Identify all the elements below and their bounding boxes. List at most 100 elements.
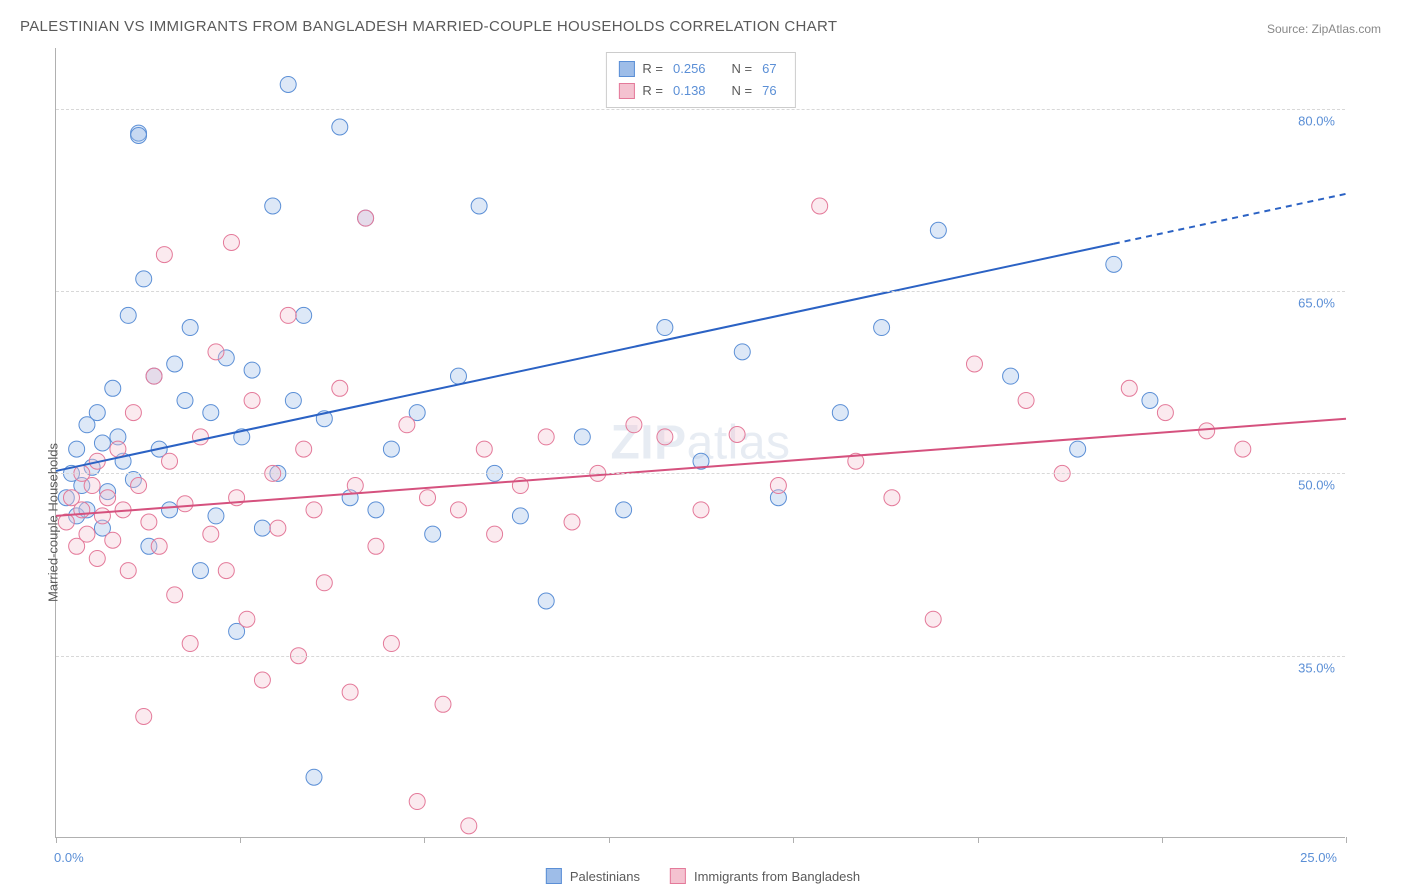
gridline [56,291,1345,292]
data-point [1106,256,1122,272]
data-point [383,636,399,652]
chart-title: PALESTINIAN VS IMMIGRANTS FROM BANGLADES… [20,18,837,35]
data-point [306,769,322,785]
data-point [657,320,673,336]
trend-line [56,419,1346,516]
data-point [244,362,260,378]
x-tick [240,837,241,843]
data-point [450,368,466,384]
data-point [69,441,85,457]
data-point [177,392,193,408]
data-point [125,405,141,421]
x-tick-label-max: 25.0% [1300,850,1337,865]
data-point [332,380,348,396]
correlation-legend: R = 0.256 N = 67 R = 0.138 N = 76 [605,52,795,108]
gridline [56,656,1345,657]
data-point [316,575,332,591]
data-point [208,508,224,524]
data-point [471,198,487,214]
data-point [110,441,126,457]
n-label-2: N = [732,80,753,102]
legend-row-series1: R = 0.256 N = 67 [618,58,776,80]
data-point [538,593,554,609]
source-label: Source: [1267,22,1312,36]
data-point [832,405,848,421]
y-tick-label: 50.0% [1298,478,1335,493]
data-point [167,356,183,372]
data-point [182,636,198,652]
data-point [342,684,358,700]
data-point [136,271,152,287]
bottom-label-1: Palestinians [570,869,640,884]
data-point [966,356,982,372]
gridline [56,473,1345,474]
x-tick [1346,837,1347,843]
data-point [156,247,172,263]
data-point [239,611,255,627]
y-tick-label: 80.0% [1298,113,1335,128]
data-point [162,453,178,469]
data-point [347,478,363,494]
bottom-legend-item-1: Palestinians [546,868,640,884]
source-attribution: Source: ZipAtlas.com [1267,22,1381,36]
r-label-2: R = [642,80,663,102]
n-label-1: N = [732,58,753,80]
data-point [1235,441,1251,457]
data-point [884,490,900,506]
bottom-legend: Palestinians Immigrants from Bangladesh [546,868,860,884]
data-point [254,520,270,536]
chart-svg [56,48,1345,837]
legend-row-series2: R = 0.138 N = 76 [618,80,776,102]
data-point [84,478,100,494]
data-point [1157,405,1173,421]
data-point [203,526,219,542]
data-point [1142,392,1158,408]
data-point [564,514,580,530]
data-point [89,550,105,566]
x-tick [424,837,425,843]
data-point [368,538,384,554]
data-point [285,392,301,408]
data-point [693,502,709,518]
data-point [89,405,105,421]
data-point [368,502,384,518]
data-point [383,441,399,457]
data-point [332,119,348,135]
y-tick-label: 35.0% [1298,660,1335,675]
data-point [425,526,441,542]
data-point [616,502,632,518]
data-point [476,441,492,457]
data-point [450,502,466,518]
data-point [105,380,121,396]
data-point [487,526,503,542]
data-point [538,429,554,445]
data-point [1003,368,1019,384]
data-point [254,672,270,688]
r-label-1: R = [642,58,663,80]
data-point [265,198,281,214]
data-point [358,210,374,226]
data-point [203,405,219,421]
data-point [1199,423,1215,439]
data-point [105,532,121,548]
data-point [208,344,224,360]
data-point [296,307,312,323]
data-point [770,478,786,494]
data-point [120,307,136,323]
x-tick [793,837,794,843]
data-point [626,417,642,433]
data-point [94,508,110,524]
data-point [874,320,890,336]
data-point [131,478,147,494]
data-point [94,435,110,451]
data-point [1121,380,1137,396]
data-point [192,429,208,445]
data-point [100,490,116,506]
swatch-series1 [618,61,634,77]
data-point [141,514,157,530]
data-point [461,818,477,834]
data-point [244,392,260,408]
bottom-legend-item-2: Immigrants from Bangladesh [670,868,860,884]
data-point [399,417,415,433]
data-point [409,794,425,810]
